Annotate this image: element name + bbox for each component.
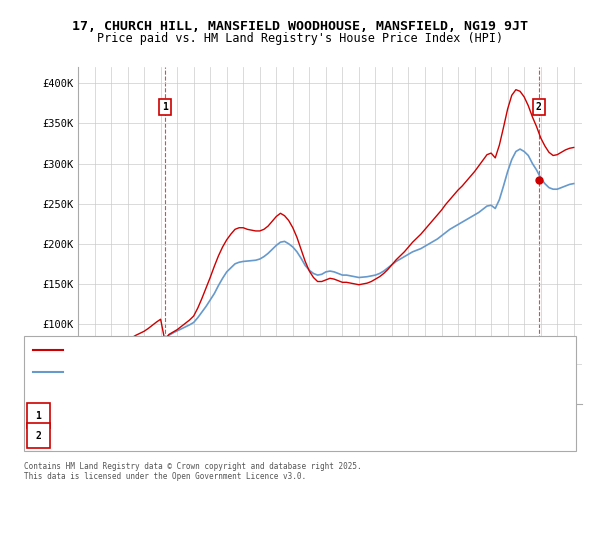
Text: Contains HM Land Registry data © Crown copyright and database right 2025.
This d: Contains HM Land Registry data © Crown c… [24,462,362,482]
Text: HPI: Average price, detached house, Mansfield: HPI: Average price, detached house, Mans… [69,368,311,377]
Text: 2: 2 [536,102,542,113]
Text: 32% ↑ HPI: 32% ↑ HPI [330,410,383,421]
Text: 18-NOV-2022: 18-NOV-2022 [60,431,125,441]
Text: £80,000: £80,000 [204,410,245,421]
Text: 31-MAR-2000: 31-MAR-2000 [60,410,125,421]
Text: 17, CHURCH HILL, MANSFIELD WOODHOUSE, MANSFIELD, NG19 9JT (detached house): 17, CHURCH HILL, MANSFIELD WOODHOUSE, MA… [69,346,467,354]
Text: 7% ↑ HPI: 7% ↑ HPI [330,431,377,441]
Text: 2: 2 [35,431,41,441]
Text: 1: 1 [162,102,167,113]
Text: 1: 1 [35,410,41,421]
Text: Price paid vs. HM Land Registry's House Price Index (HPI): Price paid vs. HM Land Registry's House … [97,32,503,45]
Text: 17, CHURCH HILL, MANSFIELD WOODHOUSE, MANSFIELD, NG19 9JT: 17, CHURCH HILL, MANSFIELD WOODHOUSE, MA… [72,20,528,32]
Text: £280,000: £280,000 [204,431,251,441]
